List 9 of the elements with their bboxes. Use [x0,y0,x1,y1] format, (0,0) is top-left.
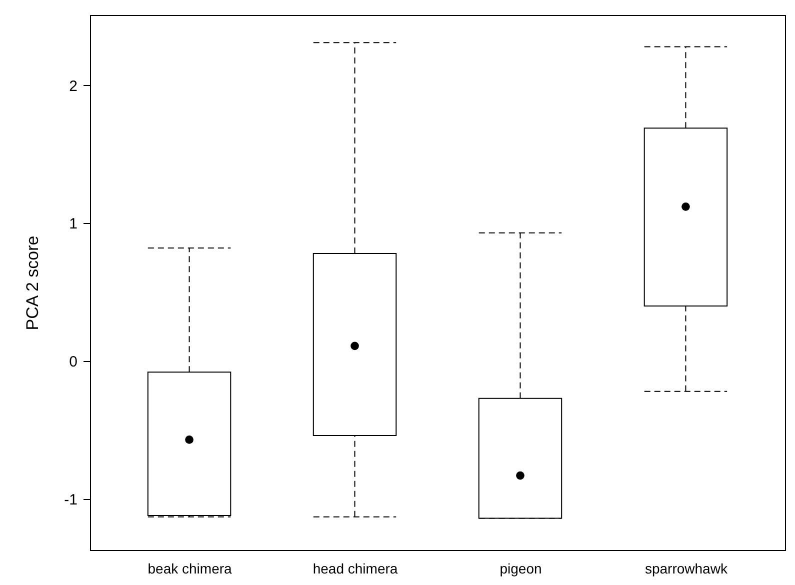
y-axis-title: PCA 2 score [23,236,42,330]
y-tick-label: -1 [64,491,78,508]
x-tick-label: beak chimera [148,560,232,576]
y-tick-label: 2 [69,78,78,95]
x-tick-label: pigeon [500,560,542,576]
y-tick-label: 0 [69,354,78,371]
x-tick-label: sparrowhawk [644,560,728,576]
x-tick-label: head chimera [312,560,398,576]
y-tick-label: 1 [69,216,78,233]
